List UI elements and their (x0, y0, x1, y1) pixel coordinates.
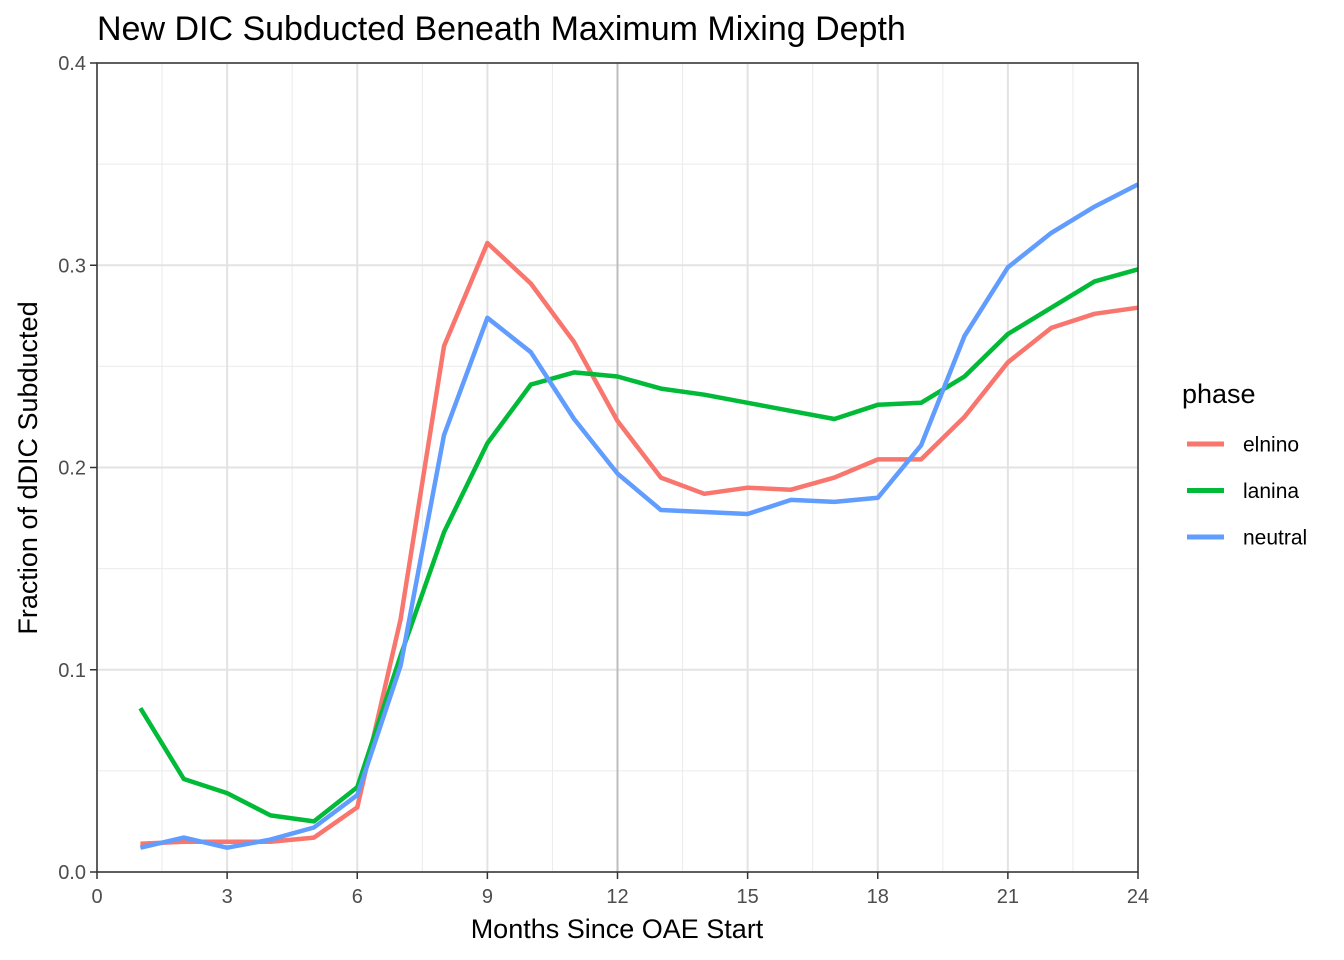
series-lines (138, 182, 1140, 850)
legend-title: phase (1182, 379, 1256, 409)
x-tick-label: 0 (91, 886, 102, 908)
series-line-elnino (140, 240, 1139, 846)
x-tick-label: 6 (352, 886, 363, 908)
y-axis-ticks: 0.0 0.1 0.2 0.3 0.4 (58, 53, 97, 884)
y-tick-label: 0.1 (58, 660, 86, 682)
x-axis-title: Months Since OAE Start (471, 914, 764, 944)
series-line-neutral (139, 182, 1140, 850)
legend-label-lanina: lanina (1243, 480, 1299, 503)
legend-label-elnino: elnino (1243, 434, 1299, 457)
legend-label-neutral: neutral (1243, 527, 1307, 550)
x-tick-label: 9 (482, 886, 493, 908)
y-tick-label: 0.2 (58, 458, 86, 480)
x-tick-label: 18 (867, 886, 889, 908)
legend-items: elnino lanina neutral (1187, 434, 1307, 550)
x-tick-label: 24 (1127, 886, 1149, 908)
y-tick-label: 0.3 (58, 255, 86, 277)
x-tick-label: 15 (737, 886, 759, 908)
y-tick-label: 0.0 (58, 862, 86, 884)
x-tick-label: 3 (222, 886, 233, 908)
x-axis-ticks: 0 3 6 9 12 15 18 21 24 (91, 872, 1149, 908)
chart-title: New DIC Subducted Beneath Maximum Mixing… (97, 10, 906, 48)
legend: phase elnino lanina neutral (1182, 379, 1307, 550)
y-tick-label: 0.4 (58, 53, 86, 75)
x-tick-label: 12 (606, 886, 628, 908)
x-tick-label: 21 (997, 886, 1019, 908)
series-line-lanina (138, 267, 1139, 824)
y-axis-title: Fraction of dDIC Subducted (13, 301, 43, 634)
